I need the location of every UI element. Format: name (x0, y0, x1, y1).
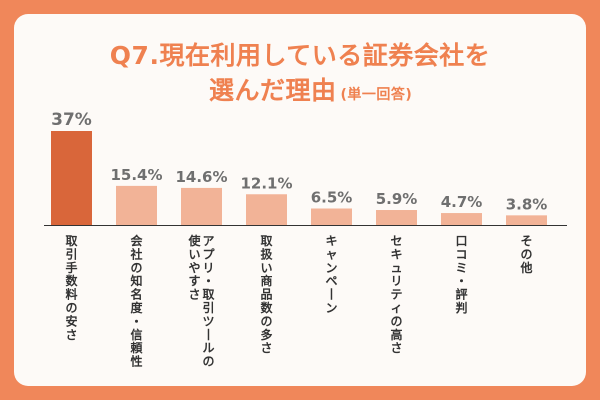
svg-text:使: 使 (187, 233, 201, 248)
value-label-7: 3.8% (506, 195, 548, 213)
svg-text:コ: コ (455, 247, 467, 261)
svg-text:丨: 丨 (325, 288, 337, 302)
svg-text:会: 会 (130, 233, 143, 248)
svg-text:品: 品 (260, 288, 272, 302)
svg-text:信: 信 (130, 327, 142, 342)
svg-text:ペ: ペ (325, 274, 337, 288)
svg-text:扱: 扱 (260, 246, 273, 261)
category-label-6: 口コミ・評判 (455, 234, 467, 315)
svg-text:ア: ア (202, 234, 214, 248)
svg-text:ン: ン (325, 261, 337, 275)
svg-text:手: 手 (65, 260, 77, 275)
svg-text:ャ: ャ (325, 247, 337, 261)
svg-text:社: 社 (129, 246, 142, 261)
bar-2 (181, 187, 222, 225)
svg-text:の: の (260, 314, 272, 328)
svg-text:評: 評 (455, 287, 467, 302)
svg-text:ミ: ミ (455, 261, 467, 275)
bar-5 (376, 210, 417, 225)
category-label-7: その他 (519, 234, 532, 275)
chart-title-line2: 選んだ理由 (単一回答) (209, 71, 412, 107)
svg-text:ル: ル (202, 341, 214, 355)
svg-text:の: の (390, 314, 402, 328)
bar-3 (246, 194, 287, 225)
bar-4 (311, 208, 352, 225)
svg-text:数: 数 (65, 273, 78, 288)
chart-card: Q7.現在利用している証券会社を 選んだ理由 (単一回答) 37% 取引手数料の安さ… (14, 14, 586, 386)
bar-6 (441, 213, 482, 225)
svg-text:取: 取 (260, 234, 272, 248)
svg-text:高: 高 (390, 327, 402, 342)
value-label-5: 5.9% (376, 190, 418, 208)
svg-text:口: 口 (455, 234, 467, 248)
value-label-1: 15.4% (110, 166, 162, 184)
svg-text:テ: テ (390, 288, 402, 302)
svg-text:・: ・ (455, 274, 467, 288)
svg-text:知: 知 (129, 273, 142, 288)
value-label-2: 14.6% (175, 168, 227, 186)
svg-text:い: い (188, 247, 200, 261)
svg-text:料: 料 (65, 287, 77, 302)
chart-title-line2-text: 選んだ理由 (209, 76, 337, 105)
svg-text:や: や (188, 261, 200, 275)
value-label-0: 37% (51, 110, 92, 130)
svg-text:安: 安 (65, 313, 77, 328)
svg-text:取: 取 (65, 234, 77, 248)
svg-text:性: 性 (129, 354, 142, 369)
svg-text:引: 引 (65, 247, 77, 261)
svg-text:度: 度 (130, 300, 143, 315)
svg-text:ュ: ュ (390, 261, 402, 275)
svg-text:さ: さ (65, 328, 77, 342)
bar-chart: 37%取引手数料の安さ15.4%会社の知名度・信頼性14.6%アプリ・取引ツ丨ル… (44, 110, 567, 369)
svg-text:・: ・ (202, 274, 214, 288)
svg-text:商: 商 (260, 273, 272, 288)
svg-text:キ: キ (325, 234, 337, 248)
svg-text:名: 名 (130, 287, 142, 302)
svg-text:プ: プ (202, 246, 215, 261)
chart-title-line1: Q7.現在利用している証券会社を (109, 41, 491, 70)
svg-text:す: す (188, 274, 200, 288)
chart-subtitle: (単一回答) (340, 87, 413, 103)
value-label-4: 6.5% (311, 188, 353, 206)
svg-text:他: 他 (519, 260, 532, 275)
svg-text:多: 多 (260, 327, 272, 342)
svg-text:さ: さ (260, 341, 272, 355)
svg-text:引: 引 (202, 301, 214, 315)
svg-text:数: 数 (260, 300, 273, 315)
svg-text:ィ: ィ (390, 301, 402, 315)
bar-7 (506, 215, 547, 225)
bar-1 (116, 185, 157, 225)
svg-text:・: ・ (130, 314, 142, 328)
svg-text:の: の (130, 261, 142, 275)
svg-text:の: の (65, 301, 77, 315)
svg-text:判: 判 (455, 300, 467, 315)
svg-text:頼: 頼 (129, 340, 143, 355)
svg-text:リ: リ (202, 261, 214, 275)
svg-text:ツ: ツ (202, 314, 214, 328)
svg-text:ン: ン (325, 301, 337, 315)
svg-text:リ: リ (390, 274, 402, 288)
value-label-3: 12.1% (240, 174, 292, 192)
svg-text:セ: セ (390, 234, 402, 248)
svg-text:い: い (260, 261, 272, 275)
svg-text:さ: さ (390, 341, 402, 355)
svg-text:の: の (520, 247, 532, 261)
svg-text:キ: キ (390, 247, 402, 261)
svg-text:そ: そ (520, 234, 532, 248)
svg-text:の: の (202, 355, 214, 369)
svg-text:丨: 丨 (202, 328, 214, 342)
bar-0 (51, 131, 92, 225)
svg-text:さ: さ (188, 288, 200, 302)
value-label-6: 4.7% (441, 193, 483, 211)
svg-text:取: 取 (202, 288, 214, 302)
